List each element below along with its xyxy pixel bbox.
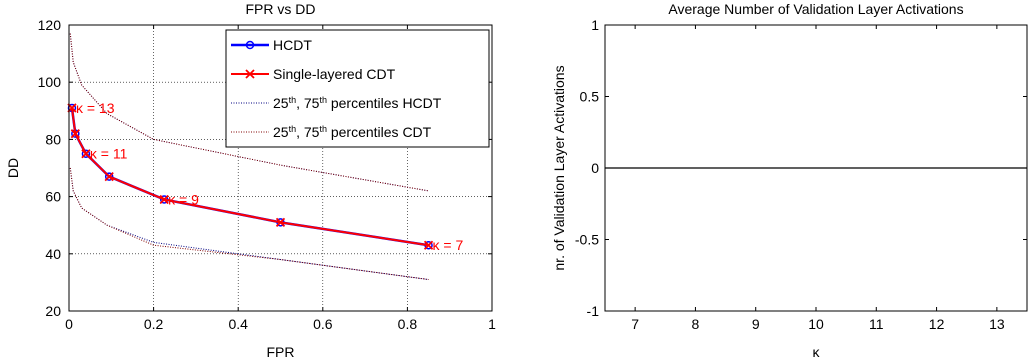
- chart-title: Average Number of Validation Layer Activ…: [668, 1, 963, 17]
- x-tick-label: 9: [752, 316, 760, 332]
- point-cdt: [70, 129, 80, 139]
- x-tick-label: 13: [989, 316, 1005, 332]
- x-tick-label: 10: [808, 316, 824, 332]
- y-tick-label: 20: [45, 303, 61, 319]
- legend-marker: [245, 69, 255, 79]
- point-cdt: [275, 217, 286, 227]
- kappa-annotation: κ = 11: [90, 146, 128, 162]
- y-tick-label: -1: [587, 303, 600, 319]
- percentile-curve-lower: [69, 167, 429, 281]
- point-cdt: [81, 149, 91, 159]
- y-tick-label: 0: [591, 160, 599, 176]
- legend-box: [225, 29, 490, 148]
- chart-title: FPR vs DD: [246, 1, 316, 17]
- y-axis-label: nr. of Validation Layer Activations: [551, 65, 567, 270]
- x-tick-label: 0.2: [144, 316, 164, 332]
- y-tick-label: 100: [38, 74, 62, 90]
- point-cdt: [423, 240, 434, 250]
- kappa-annotation: κ = 7: [433, 237, 464, 253]
- legend: HCDT Single-layered CDT 25th, 75th percent…: [225, 29, 490, 148]
- chart-validation-activations: 7 8 9 10 11 12 13 -1 -0.5 0 0.5 1 Average Number of …: [551, 1, 1028, 360]
- x-tick-label: 8: [692, 316, 700, 332]
- point-hcdt: [81, 149, 91, 158]
- x-tick-label: 0.6: [313, 316, 333, 332]
- x-tick-label: 12: [929, 316, 945, 332]
- y-tick-label: 60: [45, 189, 61, 205]
- axes-box: [68, 24, 493, 312]
- y-tick-label: 0.5: [580, 89, 600, 105]
- y-tick-label: 1: [591, 17, 599, 33]
- x-tick-label: 0: [65, 316, 73, 332]
- y-tick-label: 80: [45, 131, 61, 147]
- legend-label: Single-layered CDT: [273, 66, 396, 82]
- y-tick-label: 120: [38, 17, 62, 33]
- kappa-annotation: κ = 13: [76, 100, 115, 116]
- x-tick-label: 11: [869, 316, 884, 332]
- y-axis-label: DD: [5, 158, 21, 178]
- x-tick-label: 1: [488, 316, 496, 332]
- x-tick-label: 0.4: [228, 316, 248, 332]
- point-hcdt: [104, 172, 114, 181]
- kappa-annotation: κ = 9: [168, 191, 199, 207]
- legend-label: 25th, 75th percentiles HCDT: [273, 95, 442, 111]
- point-cdt: [104, 171, 114, 182]
- x-axis-label: FPR: [267, 344, 295, 360]
- y-tick-label: 40: [45, 246, 61, 262]
- chart-fpr-vs-dd: κ = 13κ = 11κ = 9κ = 70 0.2 0.4 0.6 0.8 12040…: [5, 1, 496, 360]
- x-tick-label: 0.8: [398, 316, 418, 332]
- legend-marker: [245, 40, 255, 50]
- legend-label: HCDT: [273, 37, 312, 53]
- x-tick-label: 7: [631, 316, 639, 332]
- point-cdt: [159, 194, 169, 205]
- x-axis-label: κ: [813, 344, 821, 360]
- legend-label: 25th, 75th percentiles CDT: [273, 124, 432, 140]
- y-tick-label: -0.5: [575, 232, 599, 248]
